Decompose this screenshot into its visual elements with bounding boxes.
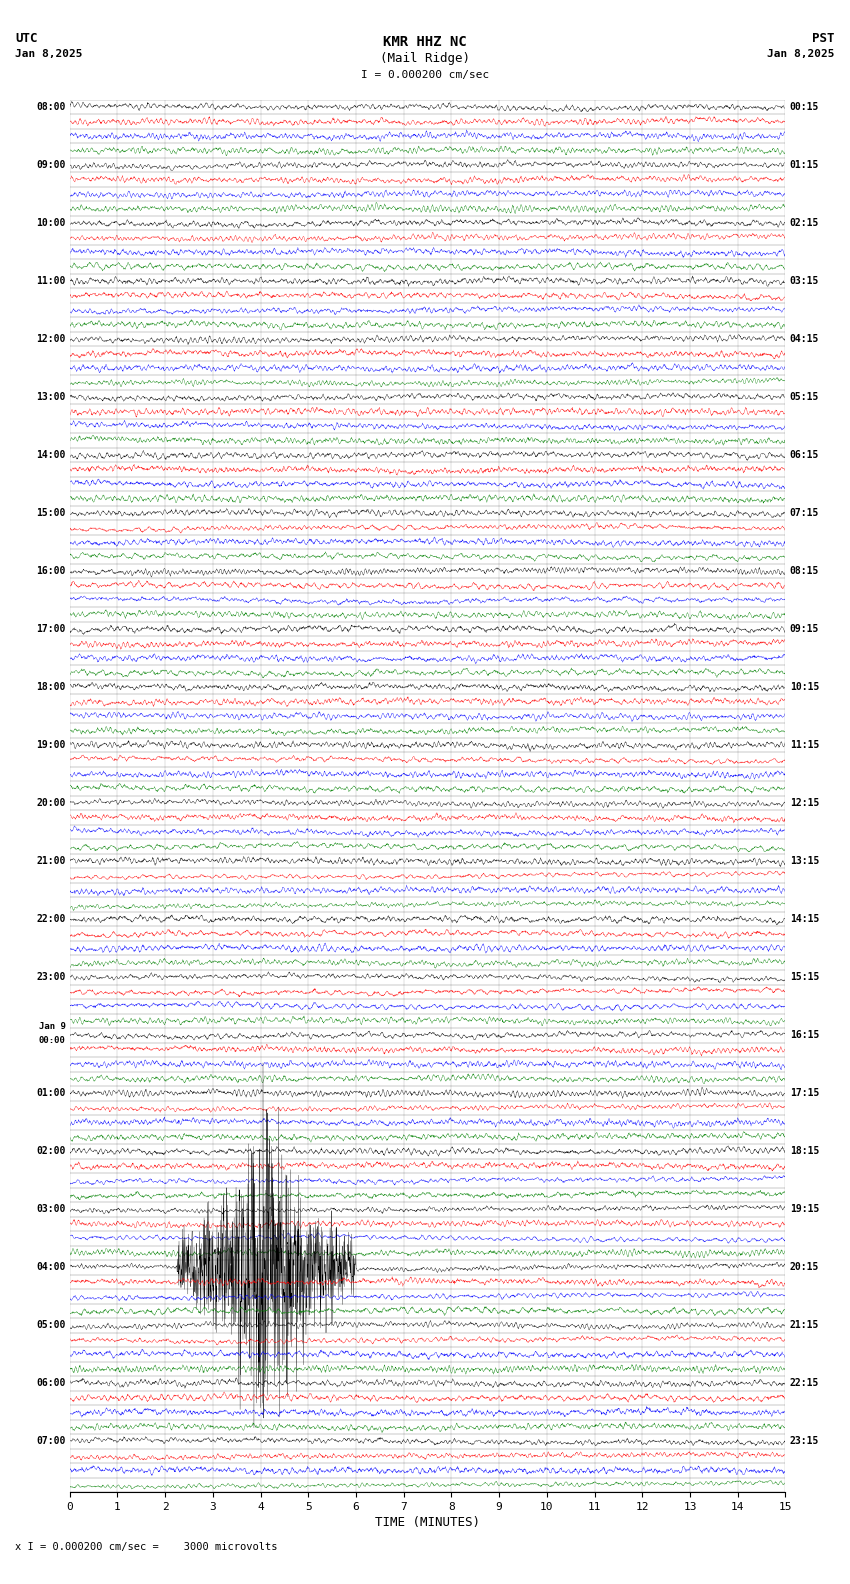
Text: 02:00: 02:00 bbox=[36, 1147, 65, 1156]
Text: 05:15: 05:15 bbox=[790, 393, 819, 402]
Text: 22:00: 22:00 bbox=[36, 914, 65, 923]
Text: (Mail Ridge): (Mail Ridge) bbox=[380, 52, 470, 65]
Text: 17:00: 17:00 bbox=[36, 624, 65, 634]
Text: Jan 8,2025: Jan 8,2025 bbox=[768, 49, 835, 59]
Text: 06:00: 06:00 bbox=[36, 1378, 65, 1388]
Text: 03:15: 03:15 bbox=[790, 276, 819, 287]
Text: 16:00: 16:00 bbox=[36, 565, 65, 577]
Text: 09:00: 09:00 bbox=[36, 160, 65, 169]
Text: 20:15: 20:15 bbox=[790, 1262, 819, 1272]
Text: 19:15: 19:15 bbox=[790, 1204, 819, 1215]
Text: 04:15: 04:15 bbox=[790, 334, 819, 344]
Text: PST: PST bbox=[813, 32, 835, 44]
Text: 08:00: 08:00 bbox=[36, 101, 65, 112]
Text: 08:15: 08:15 bbox=[790, 565, 819, 577]
Text: 16:15: 16:15 bbox=[790, 1030, 819, 1041]
Text: 00:15: 00:15 bbox=[790, 101, 819, 112]
Text: 19:00: 19:00 bbox=[36, 740, 65, 751]
Text: 04:00: 04:00 bbox=[36, 1262, 65, 1272]
Text: 07:00: 07:00 bbox=[36, 1437, 65, 1446]
Text: 10:00: 10:00 bbox=[36, 219, 65, 228]
Text: 11:00: 11:00 bbox=[36, 276, 65, 287]
Text: 21:15: 21:15 bbox=[790, 1321, 819, 1331]
Text: 14:00: 14:00 bbox=[36, 450, 65, 459]
Text: 23:00: 23:00 bbox=[36, 973, 65, 982]
Text: Jan 9: Jan 9 bbox=[38, 1022, 65, 1031]
Text: KMR HHZ NC: KMR HHZ NC bbox=[383, 35, 467, 49]
Text: 18:00: 18:00 bbox=[36, 683, 65, 692]
Text: 06:15: 06:15 bbox=[790, 450, 819, 459]
Text: 01:00: 01:00 bbox=[36, 1088, 65, 1098]
Text: 03:00: 03:00 bbox=[36, 1204, 65, 1215]
Text: 11:15: 11:15 bbox=[790, 740, 819, 751]
X-axis label: TIME (MINUTES): TIME (MINUTES) bbox=[375, 1516, 480, 1529]
Text: 18:15: 18:15 bbox=[790, 1147, 819, 1156]
Text: 00:00: 00:00 bbox=[38, 1036, 65, 1045]
Text: 17:15: 17:15 bbox=[790, 1088, 819, 1098]
Text: 10:15: 10:15 bbox=[790, 683, 819, 692]
Text: 13:00: 13:00 bbox=[36, 393, 65, 402]
Text: 14:15: 14:15 bbox=[790, 914, 819, 923]
Text: 23:15: 23:15 bbox=[790, 1437, 819, 1446]
Text: I = 0.000200 cm/sec: I = 0.000200 cm/sec bbox=[361, 70, 489, 79]
Text: 22:15: 22:15 bbox=[790, 1378, 819, 1388]
Text: 13:15: 13:15 bbox=[790, 857, 819, 866]
Text: 12:00: 12:00 bbox=[36, 334, 65, 344]
Text: 09:15: 09:15 bbox=[790, 624, 819, 634]
Text: x I = 0.000200 cm/sec =    3000 microvolts: x I = 0.000200 cm/sec = 3000 microvolts bbox=[15, 1543, 278, 1552]
Text: UTC: UTC bbox=[15, 32, 37, 44]
Text: Jan 8,2025: Jan 8,2025 bbox=[15, 49, 82, 59]
Text: 12:15: 12:15 bbox=[790, 798, 819, 808]
Text: 05:00: 05:00 bbox=[36, 1321, 65, 1331]
Text: 15:15: 15:15 bbox=[790, 973, 819, 982]
Text: 07:15: 07:15 bbox=[790, 508, 819, 518]
Text: 01:15: 01:15 bbox=[790, 160, 819, 169]
Text: 15:00: 15:00 bbox=[36, 508, 65, 518]
Text: 21:00: 21:00 bbox=[36, 857, 65, 866]
Text: 02:15: 02:15 bbox=[790, 219, 819, 228]
Text: 20:00: 20:00 bbox=[36, 798, 65, 808]
